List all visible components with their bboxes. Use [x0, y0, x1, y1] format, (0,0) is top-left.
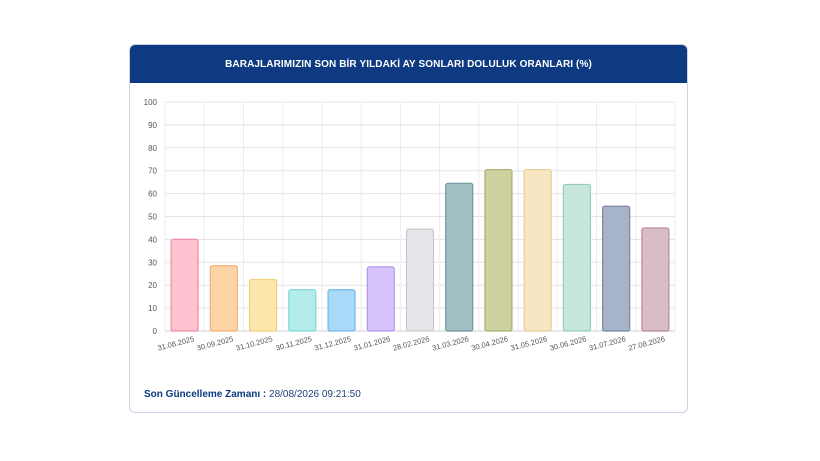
bar-31.10.2025 [248, 278, 278, 332]
last-update-value: 28/08/2026 09:21:50 [269, 389, 361, 400]
bar-31.05.2026 [523, 168, 552, 332]
x-tick-label: 30.06.2026 [549, 334, 588, 352]
card-header: BARAJLARIMIZIN SON BİR YILDAKİ AY SONLAR… [130, 45, 687, 83]
x-tick-label: 27.08.2026 [627, 334, 666, 352]
y-tick-label: 90 [148, 121, 157, 130]
y-tick-label: 30 [148, 258, 157, 267]
last-update-label: Son Güncelleme Zamanı : [144, 389, 270, 400]
bar-27.08.2026 [641, 227, 670, 332]
y-tick-label: 50 [148, 213, 157, 222]
last-update: Son Güncelleme Zamanı : 28/08/2026 09:21… [144, 389, 361, 400]
x-tick-label: 31.01.2026 [353, 334, 392, 352]
x-tick-label: 30.11.2025 [275, 334, 313, 352]
x-tick-label: 28.02.2026 [392, 334, 431, 352]
y-tick-label: 100 [144, 98, 158, 107]
y-tick-label: 70 [148, 167, 157, 176]
x-tick-label: 31.08.2025 [157, 334, 196, 352]
chart-area: 0 10 20 30 40 50 60 70 80 90 100 31.08.2025 30.09.20… [130, 83, 687, 373]
bar-chart: 0 10 20 30 40 50 60 70 80 90 100 31.08.2025 30.09.20… [144, 98, 676, 353]
bar-28.02.2026 [405, 228, 435, 332]
bar-30.09.2025 [209, 265, 238, 332]
x-tick-label: 30.04.2026 [470, 334, 509, 352]
y-tick-label: 20 [148, 281, 157, 290]
bar-31.01.2026 [366, 266, 395, 332]
bar-31.03.2026 [445, 182, 474, 332]
y-tick-label: 0 [153, 327, 158, 336]
y-tick-label: 60 [148, 190, 157, 199]
x-tick-label: 31.12.2025 [313, 334, 352, 352]
y-tick-label: 10 [148, 304, 157, 313]
bar-31.12.2025 [327, 289, 356, 332]
bar-30.04.2026 [484, 168, 513, 332]
bar-30.06.2026 [562, 183, 592, 332]
x-tick-label: 31.10.2025 [235, 334, 274, 352]
chart-title: BARAJLARIMIZIN SON BİR YILDAKİ AY SONLAR… [225, 58, 592, 70]
bar-31.07.2026 [602, 205, 631, 332]
x-tick-label: 31.05.2026 [510, 334, 549, 352]
y-tick-label: 80 [148, 144, 157, 153]
x-tick-label: 30.09.2025 [196, 334, 235, 352]
x-tick-label: 31.03.2026 [431, 334, 470, 352]
dam-fill-card: BARAJLARIMIZIN SON BİR YILDAKİ AY SONLAR… [129, 44, 688, 413]
bar-31.08.2025 [170, 238, 199, 332]
y-tick-label: 40 [148, 235, 157, 244]
bar-30.11.2025 [288, 289, 317, 332]
x-tick-label: 31.07.2026 [588, 334, 627, 352]
